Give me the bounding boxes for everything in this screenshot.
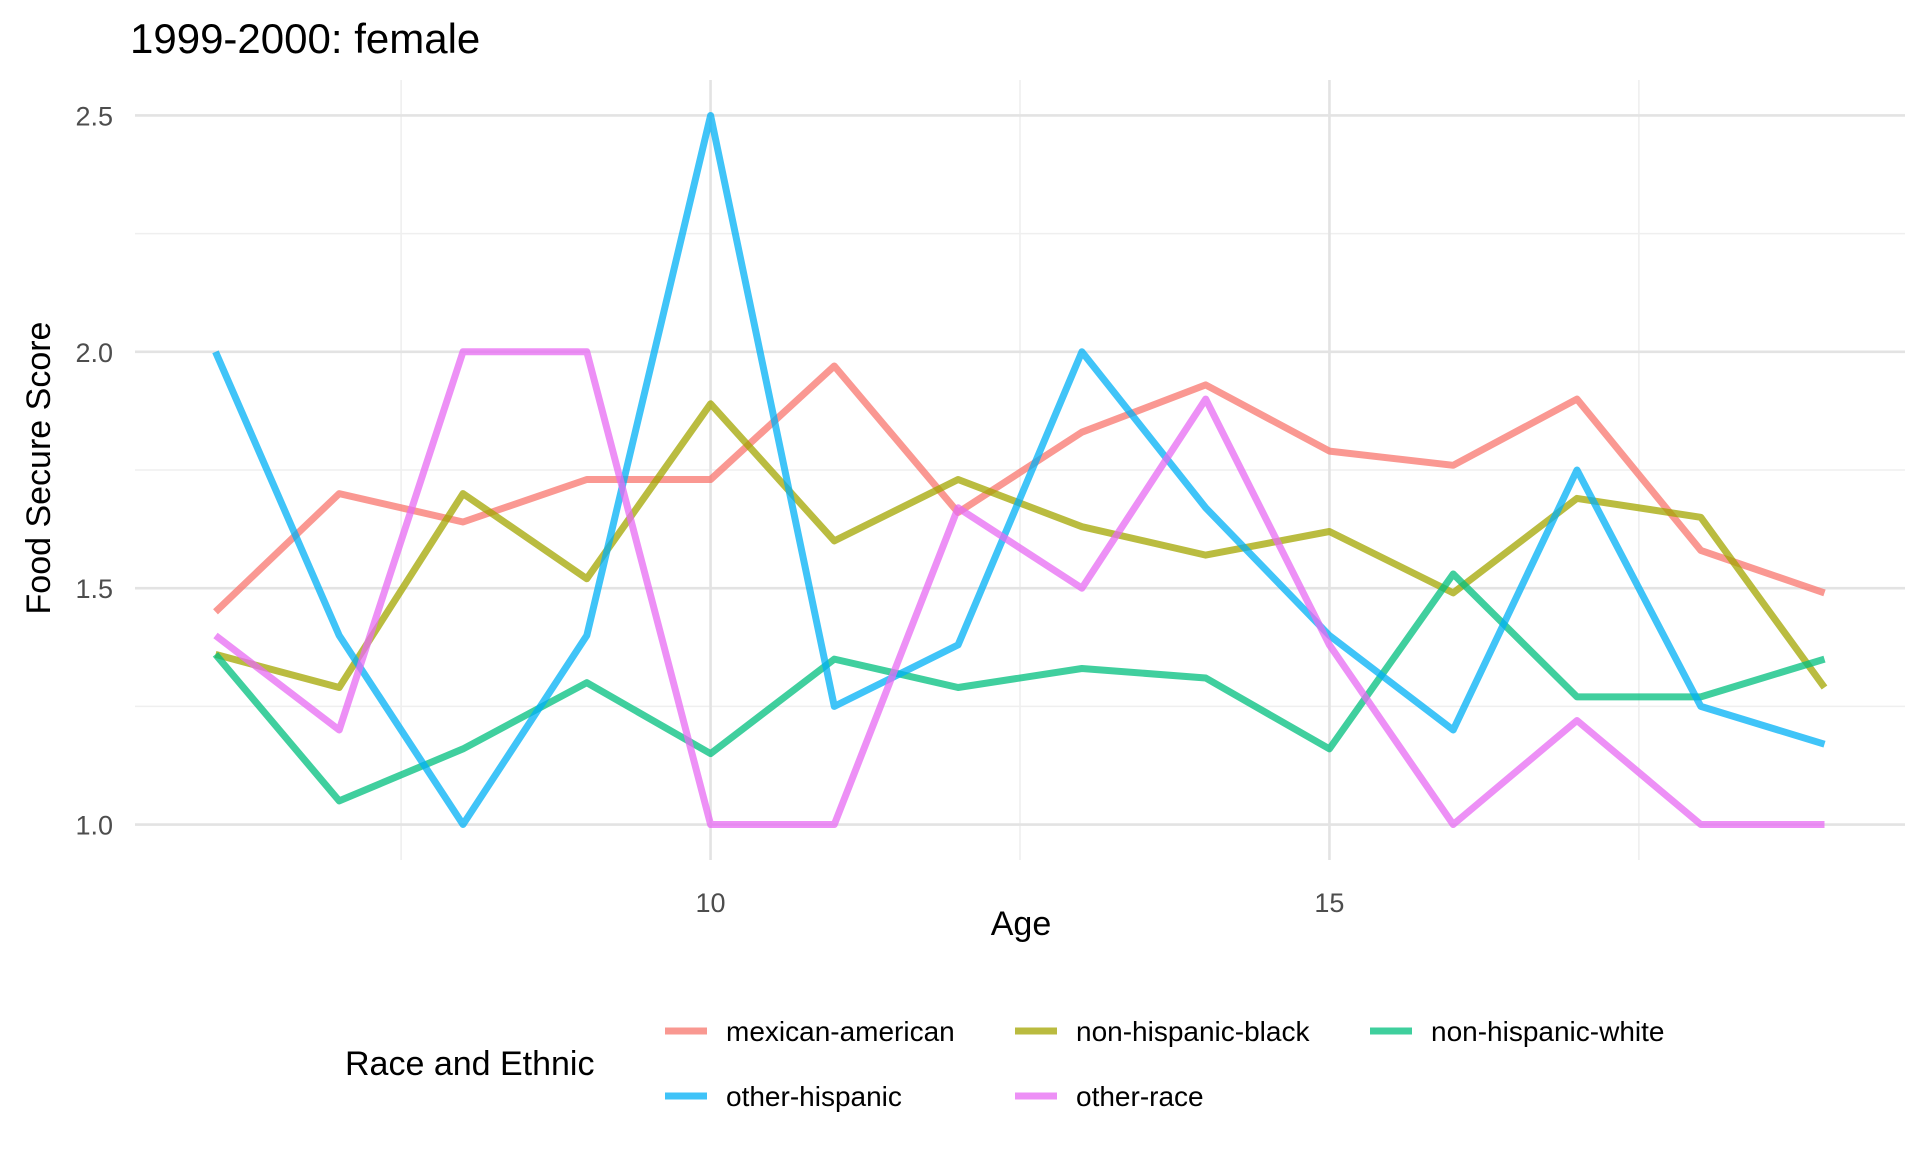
- legend-label-mexican-american: mexican-american: [726, 1016, 955, 1047]
- series-line-other-hispanic: [212, 112, 1826, 828]
- y-tick-label: 1.5: [75, 574, 113, 604]
- legend-label-non-hispanic-white: non-hispanic-white: [1431, 1016, 1664, 1047]
- series-line-mexican-american: [213, 362, 1826, 615]
- series-line-non-hispanic-white: [212, 570, 1826, 805]
- legend-label-other-race: other-race: [1076, 1081, 1204, 1112]
- y-axis-title: Food Secure Score: [20, 322, 58, 615]
- legend: Race and Ethnic mexican-american non-hisp…: [345, 1016, 1664, 1112]
- tick-labels: 10 15 1.0 1.5 2.0 2.5: [75, 101, 1344, 918]
- x-tick-label: 15: [1314, 888, 1344, 918]
- legend-label-other-hispanic: other-hispanic: [726, 1081, 902, 1112]
- y-tick-label: 1.0: [75, 811, 113, 841]
- legend-label-non-hispanic-black: non-hispanic-black: [1076, 1016, 1310, 1047]
- legend-title: Race and Ethnic: [345, 1045, 595, 1083]
- series-lines: [212, 112, 1828, 828]
- chart-title: 1999-2000: female: [130, 15, 480, 62]
- y-tick-label: 2.0: [75, 338, 113, 368]
- series-line-other-race: [213, 348, 1825, 828]
- y-tick-label: 2.5: [75, 101, 113, 131]
- x-tick-label: 10: [696, 888, 726, 918]
- x-axis-title: Age: [991, 905, 1052, 943]
